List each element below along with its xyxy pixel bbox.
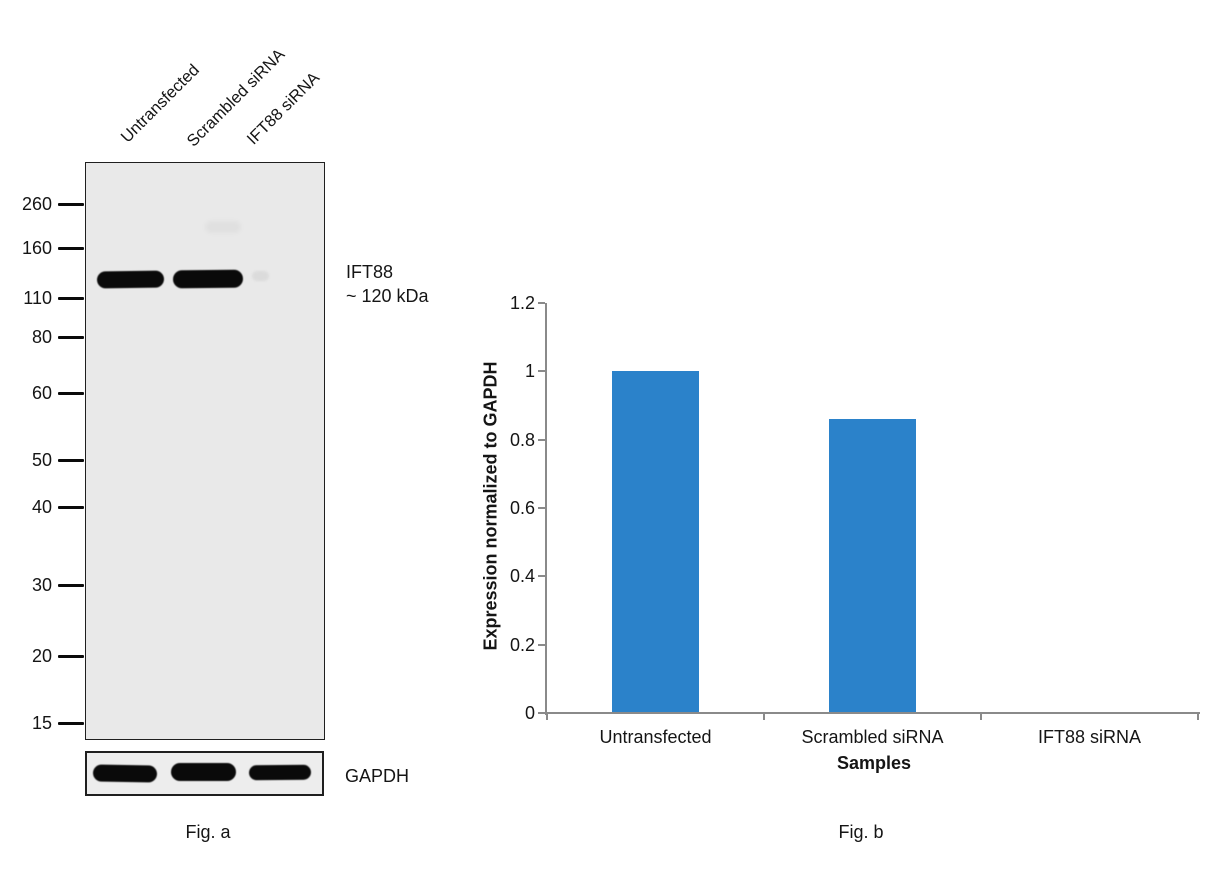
ift88-band-ift88-sirna-faint <box>252 271 269 281</box>
y-axis-line <box>545 303 547 715</box>
mw-marker-tick <box>58 722 84 725</box>
y-axis-tick-label: 1 <box>524 361 535 382</box>
ift88-band-untransfected <box>96 270 165 289</box>
mw-marker-label: 20 <box>31 646 52 666</box>
target-annotation: IFT88 ~ 120 kDa <box>346 260 429 308</box>
mw-marker-tick <box>58 655 84 658</box>
gapdh-label: GAPDH <box>345 766 410 786</box>
mw-marker-label: 260 <box>21 194 52 214</box>
y-axis-tick <box>538 712 545 714</box>
mw-marker-label: 110 <box>23 288 52 308</box>
y-axis-tick-label: 0.2 <box>509 634 535 655</box>
mw-marker-tick <box>58 297 84 300</box>
x-axis-tick <box>763 713 765 720</box>
x-axis-category-label: Scrambled siRNA <box>801 727 944 747</box>
figure-b-caption: Fig. b <box>838 822 884 842</box>
mw-marker-label: 160 <box>21 238 52 258</box>
blot-artifact <box>205 221 241 233</box>
y-axis-tick <box>538 370 545 373</box>
x-axis-tick <box>546 713 548 720</box>
x-axis-category-label: IFT88 siRNA <box>1037 727 1142 747</box>
figure-a-caption: Fig. a <box>185 822 231 842</box>
mw-marker-tick <box>58 336 84 339</box>
y-axis-tick-label: 1.2 <box>509 293 535 313</box>
lane-label-scrambled-sirna: Scrambled siRNA <box>183 45 289 151</box>
mw-marker-label: 60 <box>31 383 52 403</box>
mw-marker-label: 40 <box>31 497 52 517</box>
gapdh-band-scrambled-sirna <box>171 763 236 781</box>
mw-marker-tick <box>58 459 84 462</box>
mw-marker-label: 30 <box>31 575 52 595</box>
y-axis-tick <box>538 438 545 441</box>
x-axis-tick <box>980 713 982 720</box>
bar-untransfected <box>612 371 699 713</box>
target-annotation-mw: ~ 120 kDa <box>346 286 429 306</box>
gapdh-blot-panel <box>85 751 324 796</box>
y-axis-tick <box>538 302 545 304</box>
y-axis-tick-label: 0.8 <box>509 429 535 450</box>
ift88-blot-panel <box>85 162 325 740</box>
gapdh-band-untransfected <box>92 764 158 783</box>
y-axis-tick <box>538 643 545 646</box>
mw-marker-label: 80 <box>31 327 52 347</box>
y-axis-tick <box>538 575 545 578</box>
gapdh-band-ift88-sirna <box>248 764 312 781</box>
mw-marker-tick <box>58 506 84 509</box>
x-axis-line <box>545 712 1200 714</box>
y-axis-tick-label: 0 <box>524 703 535 723</box>
mw-marker-tick <box>58 203 84 206</box>
ift88-band-scrambled-sirna <box>172 269 244 289</box>
target-annotation-protein: IFT88 <box>346 262 394 282</box>
y-axis-tick <box>538 507 545 509</box>
mw-marker-tick <box>58 584 84 587</box>
x-axis-tick <box>1197 713 1199 720</box>
y-axis-tick-label: 0.6 <box>509 498 535 518</box>
x-axis-title: Samples <box>836 753 912 773</box>
bar-scrambled-sirna <box>829 419 916 713</box>
mw-marker-tick <box>58 247 84 250</box>
mw-marker-tick <box>58 392 84 395</box>
mw-marker-label: 15 <box>31 713 52 733</box>
mw-marker-label: 50 <box>31 450 52 470</box>
y-axis-tick-label: 0.4 <box>509 566 535 587</box>
x-axis-category-label: Untransfected <box>599 727 712 747</box>
